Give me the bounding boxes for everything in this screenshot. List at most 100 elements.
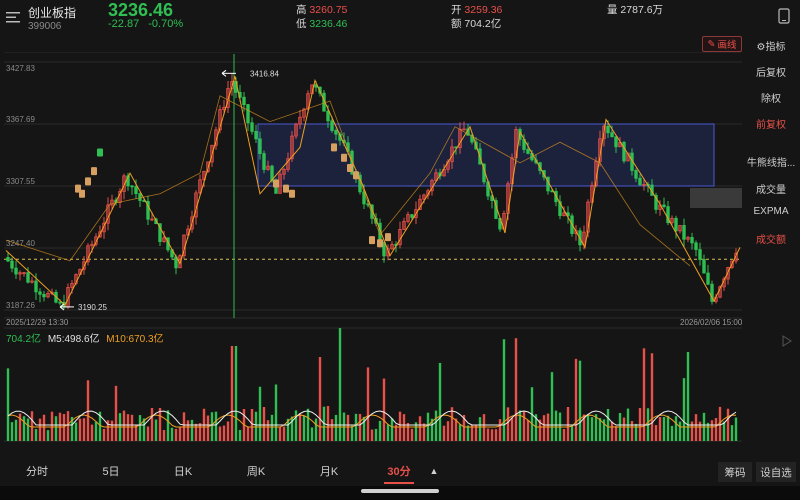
right-panel-scroll-thumb[interactable] bbox=[690, 188, 742, 208]
high-field: 高 3260.75 bbox=[296, 4, 348, 16]
candle-body bbox=[402, 220, 406, 230]
volume-bar bbox=[358, 413, 362, 441]
candle-body bbox=[710, 283, 714, 302]
volume-bar bbox=[518, 410, 522, 441]
volume-bar bbox=[706, 422, 710, 441]
draw-line-button[interactable]: ✎ 画线 bbox=[702, 36, 742, 52]
candle-body bbox=[210, 144, 214, 163]
y-tick-label: 3307.55 bbox=[6, 177, 35, 186]
volume-bar bbox=[254, 411, 258, 441]
candle-body bbox=[22, 272, 26, 275]
right-item-expma[interactable]: EXPMA bbox=[753, 206, 789, 217]
price-change: -22.87 -0.70% bbox=[108, 18, 183, 30]
volume-bar bbox=[674, 416, 678, 441]
caret-up-icon[interactable]: ▲ bbox=[429, 466, 439, 476]
volume-bar bbox=[370, 429, 374, 441]
volume-bar bbox=[502, 339, 506, 441]
indicator-button[interactable]: ⚙指标 bbox=[756, 42, 786, 53]
candle-body bbox=[150, 218, 154, 221]
volume-bar bbox=[14, 419, 18, 441]
candle-body bbox=[202, 171, 206, 181]
volume-bar bbox=[54, 416, 58, 441]
right-item-bull-bear[interactable]: 牛熊线指... bbox=[746, 158, 796, 169]
y-tick-label: 3427.83 bbox=[6, 64, 35, 73]
volume-bar bbox=[514, 338, 518, 441]
candle-body bbox=[246, 104, 250, 124]
start-date-label: 2025/12/29 13:30 bbox=[6, 318, 69, 327]
tab-weekly[interactable]: 周K bbox=[246, 466, 266, 478]
tab-monthly[interactable]: 月K bbox=[319, 466, 339, 478]
volume-bar bbox=[694, 414, 698, 441]
volume-bar bbox=[406, 422, 410, 441]
right-item-forward-adjust[interactable]: 前复权 bbox=[756, 120, 786, 131]
volume-bar bbox=[550, 372, 554, 441]
candle-body bbox=[298, 116, 302, 125]
chip-button[interactable]: 筹码 bbox=[718, 462, 752, 482]
change-percent: -0.70% bbox=[148, 18, 184, 30]
volume-bar bbox=[238, 429, 242, 441]
candle-body bbox=[346, 142, 350, 152]
volume-bar bbox=[710, 420, 714, 441]
play-icon[interactable] bbox=[780, 334, 794, 348]
volume-bar bbox=[66, 411, 70, 441]
volume-bar bbox=[190, 419, 194, 441]
landscape-icon[interactable] bbox=[776, 6, 792, 26]
volume-bar bbox=[718, 406, 722, 441]
add-watchlist-button[interactable]: 设自选 bbox=[756, 462, 796, 482]
candle-body bbox=[134, 186, 138, 194]
open-field: 开 3259.36 bbox=[451, 4, 503, 16]
candle-body bbox=[82, 261, 86, 270]
tab-5day[interactable]: 5日 bbox=[102, 466, 120, 478]
tab-daily[interactable]: 日K bbox=[173, 466, 193, 478]
candle-body bbox=[562, 212, 566, 217]
menu-icon[interactable] bbox=[4, 8, 22, 26]
volume-bar bbox=[398, 411, 402, 441]
candle-body bbox=[626, 152, 630, 162]
volume-bar bbox=[658, 417, 662, 441]
candle-body bbox=[26, 272, 30, 283]
volume-bar bbox=[78, 418, 82, 441]
volume-chart[interactable] bbox=[0, 326, 742, 446]
volume-bar bbox=[346, 414, 350, 441]
count-marker bbox=[347, 164, 353, 173]
candle-body bbox=[694, 242, 698, 250]
volume-bar bbox=[566, 407, 570, 441]
candlestick-chart[interactable]: 3427.83 3367.69 3307.55 3247.40 3187.26 3416.… bbox=[0, 52, 742, 320]
volume-bar bbox=[430, 418, 434, 441]
volume-bar bbox=[582, 414, 586, 441]
volume-bar bbox=[570, 425, 574, 441]
volume-bar bbox=[34, 429, 38, 441]
volume-bar bbox=[6, 368, 10, 441]
volume-bar bbox=[734, 417, 738, 441]
candle-body bbox=[330, 120, 334, 131]
candle-body bbox=[266, 165, 270, 170]
high-value: 3260.75 bbox=[309, 4, 348, 16]
right-item-volume[interactable]: 成交量 bbox=[756, 185, 786, 196]
low-field: 低 3236.46 bbox=[296, 18, 348, 30]
volume-bar bbox=[314, 418, 318, 441]
candle-body bbox=[326, 110, 330, 122]
change-value: -22.87 bbox=[108, 18, 140, 30]
tab-30min[interactable]: 30分 bbox=[380, 458, 418, 484]
volume-bar bbox=[602, 419, 606, 441]
count-marker bbox=[91, 167, 97, 176]
volume-bar bbox=[230, 346, 234, 441]
right-item-ex-right[interactable]: 除权 bbox=[761, 94, 781, 105]
right-item-back-adjust[interactable]: 后复权 bbox=[756, 68, 786, 79]
wave-line bbox=[5, 95, 691, 267]
volume-bar bbox=[286, 418, 290, 441]
home-indicator[interactable] bbox=[361, 489, 439, 493]
volume-bar bbox=[394, 424, 398, 441]
candle-body bbox=[618, 142, 622, 148]
candle-body bbox=[634, 170, 638, 179]
volume-bar bbox=[386, 424, 390, 441]
candle-body bbox=[138, 193, 142, 201]
right-item-turnover[interactable]: 成交额 bbox=[756, 235, 786, 246]
candle-body bbox=[18, 272, 22, 275]
tab-intraday[interactable]: 分时 bbox=[26, 466, 48, 478]
volume-bar bbox=[258, 386, 262, 441]
end-date-label: 2026/02/06 15:00 bbox=[680, 318, 743, 327]
count-marker bbox=[283, 184, 289, 193]
amount-field: 额 704.2亿 bbox=[451, 18, 502, 30]
volume-bar bbox=[382, 378, 386, 441]
